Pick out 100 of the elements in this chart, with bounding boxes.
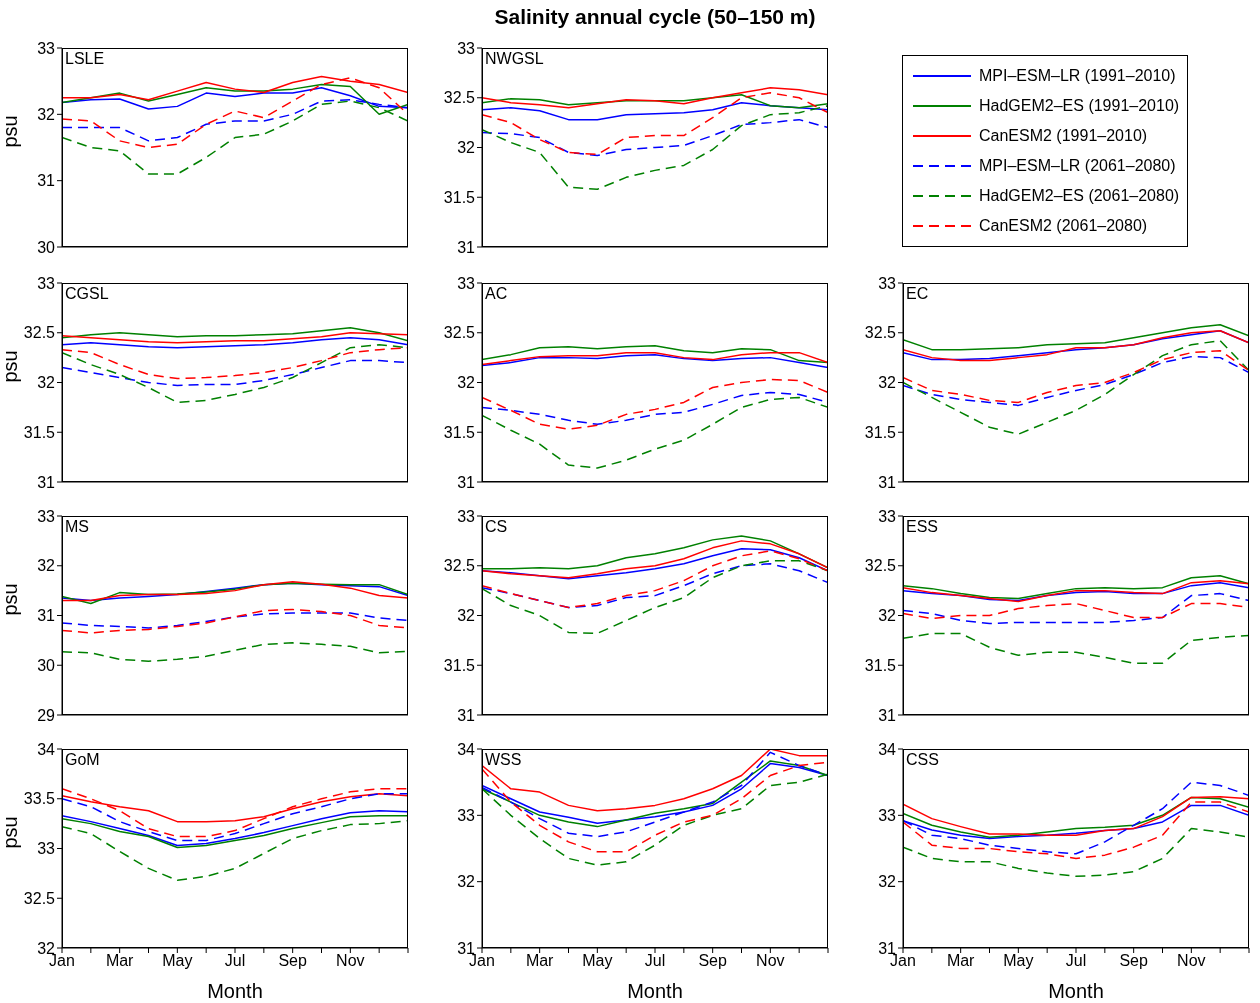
y-tick-label: 30 [37, 238, 56, 256]
annotation: CSS [906, 751, 939, 769]
annotation: EC [906, 285, 929, 303]
x-axis-title: Month [207, 980, 263, 1002]
y-tick-label: 33 [37, 840, 56, 858]
y-tick-label: 32 [37, 374, 56, 392]
y-tick-label: 33 [457, 507, 476, 525]
x-tick-label: Nov [1177, 952, 1206, 970]
line-series [62, 327, 408, 342]
legend-label: MPI–ESM–LR (1991–2010) [979, 67, 1176, 85]
line-series [903, 574, 1249, 600]
y-tick-label: 31 [878, 706, 897, 724]
y-axis-title: psu [0, 816, 22, 849]
annotation: NWGSL [485, 50, 544, 68]
annotation: CS [485, 518, 508, 536]
annotation: CGSL [65, 285, 109, 303]
y-tick-label: 32 [37, 106, 56, 124]
y-axis-title: psu [0, 583, 22, 616]
y-tick-label: 31 [457, 473, 476, 491]
line-series [903, 801, 1249, 860]
annotation: LSLE [65, 50, 105, 68]
y-tick-label: 33 [457, 807, 476, 825]
y-tick-label: 32 [457, 873, 476, 891]
x-tick-label: Jul [224, 952, 246, 970]
y-tick-label: 32.5 [443, 324, 476, 342]
y-tick-label: 31.5 [443, 656, 476, 674]
y-tick-label: 32.5 [23, 889, 56, 907]
y-tick-label: 33 [37, 274, 56, 292]
y-tick-label: 32 [878, 873, 897, 891]
x-tick-label: Mar [105, 952, 135, 970]
y-tick-label: 31 [457, 706, 476, 724]
x-tick-label: Jul [644, 952, 666, 970]
y-tick-label: 31 [457, 238, 476, 256]
line-series [482, 87, 828, 109]
legend-label: HadGEM2–ES (1991–2010) [979, 97, 1180, 115]
y-tick-label: 32 [457, 139, 476, 157]
x-axis-title: Month [1048, 980, 1104, 1002]
annotation: AC [485, 285, 508, 303]
y-tick-label: 31.5 [23, 423, 56, 441]
chart-title: Salinity annual cycle (50–150 m) [493, 5, 817, 29]
annotation: WSS [485, 751, 522, 769]
x-tick-label: Mar [946, 952, 976, 970]
y-tick-label: 33 [878, 507, 897, 525]
y-tick-label: 31 [878, 473, 897, 491]
y-tick-label: 33 [878, 274, 897, 292]
y-tick-label: 32.5 [23, 324, 56, 342]
y-tick-label: 32.5 [443, 89, 476, 107]
y-tick-label: 32 [457, 607, 476, 625]
x-tick-label: May [582, 952, 613, 970]
x-tick-label: Sep [1119, 952, 1148, 970]
y-tick-label: 34 [37, 740, 56, 758]
line-series [482, 344, 828, 364]
line-series [482, 378, 828, 431]
y-tick-label: 33 [878, 807, 897, 825]
y-tick-label: 30 [37, 656, 56, 674]
y-tick-label: 31 [37, 172, 56, 190]
y-tick-label: 32.5 [864, 557, 897, 575]
y-tick-label: 31 [37, 607, 56, 625]
y-tick-label: 31 [37, 473, 56, 491]
y-tick-label: 32.5 [864, 324, 897, 342]
annotation: ESS [906, 518, 939, 536]
x-tick-label: May [162, 952, 193, 970]
y-tick-label: 34 [457, 740, 476, 758]
y-tick-label: 31.5 [443, 423, 476, 441]
y-tick-label: 33 [457, 39, 476, 57]
y-tick-label: 29 [37, 706, 56, 724]
line-series [482, 101, 828, 121]
y-tick-label: 32 [457, 374, 476, 392]
x-tick-label: May [1003, 952, 1034, 970]
x-axis-title: Month [627, 980, 683, 1002]
line-series [482, 563, 828, 609]
line-series [62, 612, 408, 629]
legend-label: MPI–ESM–LR (2061–2080) [979, 157, 1176, 175]
line-series [482, 396, 828, 469]
y-tick-label: 33 [37, 507, 56, 525]
line-series [903, 632, 1249, 665]
x-tick-label: Nov [336, 952, 365, 970]
line-series [482, 118, 828, 157]
y-tick-label: 34 [878, 740, 897, 758]
line-series [903, 324, 1249, 351]
line-series [903, 355, 1249, 407]
x-tick-label: Mar [525, 952, 555, 970]
x-tick-label: Sep [278, 952, 307, 970]
y-tick-label: 31.5 [864, 423, 897, 441]
y-tick-label: 32.5 [443, 557, 476, 575]
line-series [482, 92, 828, 156]
y-tick-label: 33.5 [23, 790, 56, 808]
annotation: GoM [65, 751, 100, 769]
line-series [62, 642, 408, 663]
line-series [62, 332, 408, 344]
x-tick-label: Jul [1065, 952, 1087, 970]
line-series [903, 592, 1249, 625]
x-tick-label: Nov [756, 952, 785, 970]
y-tick-label: 33 [457, 274, 476, 292]
annotation: MS [65, 518, 89, 536]
legend-label: HadGEM2–ES (2061–2080) [979, 187, 1180, 205]
y-axis-title: psu [0, 350, 22, 383]
y-tick-label: 33 [37, 39, 56, 57]
legend-label: CanESM2 (2061–2080) [979, 217, 1148, 235]
y-tick-label: 31.5 [864, 656, 897, 674]
